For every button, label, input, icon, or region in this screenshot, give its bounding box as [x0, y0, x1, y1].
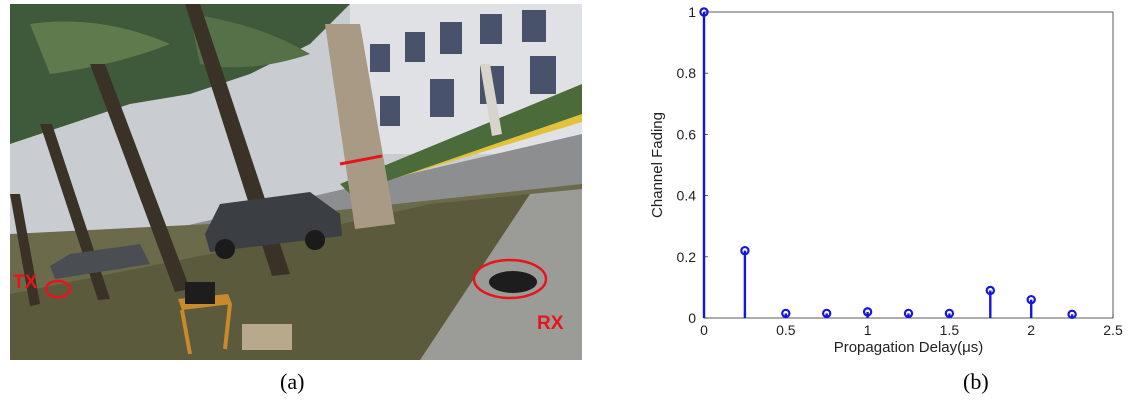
tx-marker-circle: [44, 279, 72, 299]
stem-marker: [699, 7, 709, 17]
stem-marker: [862, 307, 873, 317]
y-tick-label: 0.4: [677, 188, 697, 204]
y-tick-label: 0.6: [677, 126, 697, 142]
stem-marker: [944, 308, 955, 319]
scene-illustration: TX RX: [10, 4, 582, 360]
y-tick-label: 0.8: [677, 65, 697, 81]
stem-marker: [821, 308, 832, 319]
stem-marker: [985, 285, 995, 296]
axis-ticks: 0 0.5 1 1.5 2 2.5 0 0.2 0.4 0.6 0.8 1: [677, 4, 1123, 338]
x-tick-label: 1: [864, 322, 872, 338]
x-tick-label: 1.5: [940, 322, 960, 338]
plot-area: [703, 11, 1114, 319]
stem-marker: [1067, 309, 1077, 320]
caption-b: (b): [963, 369, 989, 394]
y-tick-label: 0: [688, 310, 696, 326]
tx-equipment-chair: [178, 282, 232, 355]
data-stems: [699, 7, 1077, 320]
x-tick-label: 2.5: [1103, 322, 1123, 338]
x-tick-label: 0.5: [776, 322, 796, 338]
y-axis-title: Channel Fading: [649, 112, 666, 218]
cardboard-box: [242, 324, 292, 350]
caption-a: (a): [280, 369, 305, 394]
tx-label: TX: [13, 272, 38, 293]
rx-marker-circle: [472, 258, 548, 300]
stem-marker: [781, 308, 791, 319]
x-axis-title: Propagation Delay(μs): [834, 339, 984, 356]
chart-svg: 0 0.5 1 1.5 2 2.5 0 0.2 0.4 0.6 0.8 1 Propagation D…: [649, 4, 1123, 356]
stem-marker: [903, 308, 914, 319]
stem-marker: [1026, 294, 1036, 305]
y-tick-label: 1: [688, 4, 696, 20]
channel-fading-chart: 0 0.5 1 1.5 2 2.5 0 0.2 0.4 0.6 0.8 1 Propagation D…: [640, 0, 1128, 371]
y-tick-label: 0.2: [677, 249, 697, 265]
plane-tree-trunk: [325, 24, 395, 229]
rx-label: RX: [537, 313, 564, 334]
stem-marker: [740, 245, 750, 256]
rx-equipment: [489, 271, 537, 293]
x-tick-label: 0: [700, 322, 708, 338]
measurement-scene-photo: TX RX: [10, 4, 582, 360]
x-tick-label: 2: [1027, 322, 1035, 338]
